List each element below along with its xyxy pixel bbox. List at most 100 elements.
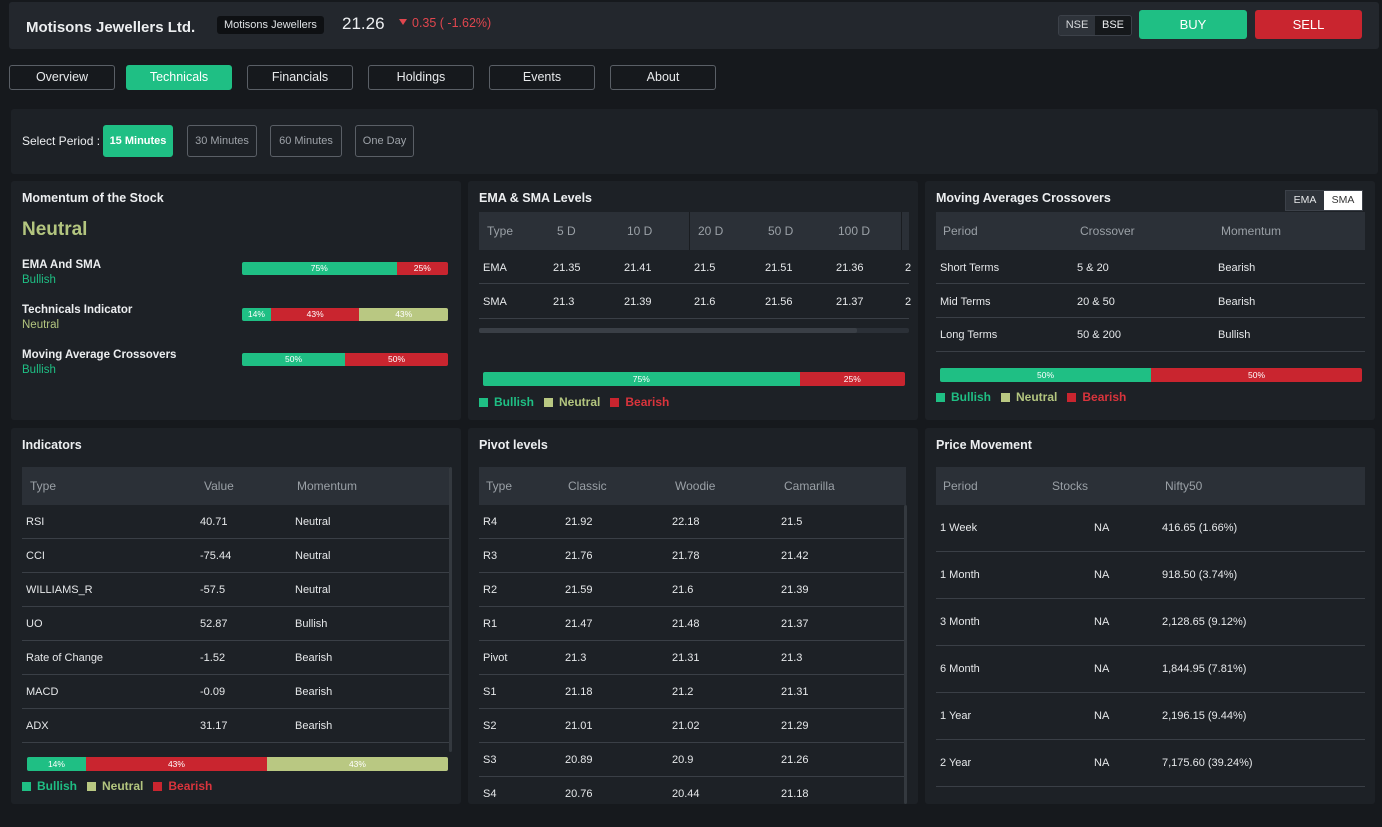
col-10d: 10 D <box>627 224 653 238</box>
momentum-value: Neutral <box>22 219 88 240</box>
ema-sma-card: EMA & SMA Levels Type 5 D 10 D 20 D 50 D… <box>468 181 918 420</box>
indicators-title: Indicators <box>22 438 82 452</box>
bar-bullish-segment: 50% <box>242 353 345 366</box>
col-crossover: Crossover <box>1080 224 1135 238</box>
ema-sma-header: Type 5 D 10 D 20 D 50 D 100 D <box>479 212 909 250</box>
cell: 21.92 <box>565 516 593 528</box>
cell: 21.3 <box>565 652 587 664</box>
col-period: Period <box>943 479 978 493</box>
ma-crossovers-bar: 50% 50% <box>242 353 448 366</box>
momentum-row-name: Technicals Indicator <box>22 304 133 316</box>
tab-holdings[interactable]: Holdings <box>368 65 474 90</box>
crossovers-card: Moving Averages Crossovers EMA SMA Perio… <box>925 181 1375 420</box>
price-movement-title: Price Movement <box>936 438 1032 452</box>
cell: NA <box>1094 616 1110 628</box>
cell: 21.37 <box>836 296 864 308</box>
cell: 2 Year <box>940 757 972 769</box>
sell-button[interactable]: SELL <box>1255 10 1362 39</box>
momentum-row-name: EMA And SMA <box>22 259 102 271</box>
legend-bullish: Bullish <box>37 779 78 793</box>
cell: NA <box>1094 522 1110 534</box>
horizontal-scrollbar[interactable] <box>479 328 909 333</box>
period-one-day[interactable]: One Day <box>355 125 414 157</box>
tab-about[interactable]: About <box>610 65 716 90</box>
period-selector: Select Period : 15 Minutes 30 Minutes 60… <box>11 109 1378 174</box>
table-row: 3 Month NA 2,128.65 (9.12%) <box>936 599 1365 646</box>
vertical-scrollbar[interactable] <box>449 467 452 752</box>
cell: 21.5 <box>694 262 716 274</box>
bar-bearish-segment: 50% <box>345 353 448 366</box>
cell: 52.87 <box>200 618 228 630</box>
cell: 2 <box>905 262 912 274</box>
cell: 918.50 (3.74%) <box>1162 569 1238 581</box>
bearish-swatch-icon <box>1067 392 1077 402</box>
cell: 21.56 <box>765 296 793 308</box>
tab-overview[interactable]: Overview <box>9 65 115 90</box>
toggle-ema[interactable]: EMA <box>1286 191 1324 210</box>
buy-button[interactable]: BUY <box>1139 10 1247 39</box>
cell: 20.9 <box>672 754 694 766</box>
toggle-sma[interactable]: SMA <box>1324 191 1362 210</box>
momentum-card: Momentum of the Stock Neutral EMA And SM… <box>11 181 461 420</box>
table-row: WILLIAMS_R -57.5 Neutral <box>22 573 449 607</box>
col-type: Type <box>487 224 514 238</box>
cell: 1,844.95 (7.81%) <box>1162 663 1247 675</box>
price-change-value: 0.35 ( -1.62%) <box>412 16 492 30</box>
vertical-scrollbar[interactable] <box>904 505 907 804</box>
pivot-card: Pivot levels Type Classic Woodie Camaril… <box>468 428 918 804</box>
tab-financials[interactable]: Financials <box>247 65 353 90</box>
cell: 21.36 <box>836 262 864 274</box>
legend-neutral: Neutral <box>102 779 144 793</box>
cell: Short Terms <box>940 262 1000 274</box>
bar-bullish-segment: 75% <box>483 372 800 386</box>
cell: 6 Month <box>940 663 980 675</box>
col-5d: 5 D <box>557 224 576 238</box>
cell: 2,128.65 (9.12%) <box>1162 616 1247 628</box>
cell: 21.51 <box>765 262 793 274</box>
cell: 21.3 <box>781 652 803 664</box>
cell: 21.59 <box>565 584 593 596</box>
cell: RSI <box>26 516 45 528</box>
period-label: Select Period : <box>22 134 101 148</box>
bullish-swatch-icon <box>22 781 31 791</box>
column-divider <box>689 212 690 250</box>
cell: 20 & 50 <box>1077 296 1115 308</box>
tab-technicals[interactable]: Technicals <box>126 65 232 90</box>
legend-bearish: Bearish <box>1082 390 1127 404</box>
table-row: R4 21.92 22.18 21.5 <box>479 505 906 539</box>
cell: WILLIAMS_R <box>26 584 93 596</box>
cell: -0.09 <box>200 686 226 698</box>
bar-neutral-segment: 43% <box>359 308 448 321</box>
ema-sma-toggle[interactable]: EMA SMA <box>1285 190 1363 211</box>
table-row: Short Terms 5 & 20 Bearish <box>936 250 1365 284</box>
pivot-title: Pivot levels <box>479 438 548 452</box>
table-row: S1 21.18 21.2 21.31 <box>479 675 906 709</box>
scrollbar-thumb[interactable] <box>479 328 858 333</box>
cell: Long Terms <box>940 329 998 341</box>
bar-bearish-segment: 50% <box>1151 368 1362 382</box>
cell: 21.41 <box>624 262 652 274</box>
legend: Bullish Neutral Bearish <box>479 395 679 409</box>
cell: Mid Terms <box>940 296 991 308</box>
table-row: R1 21.47 21.48 21.37 <box>479 607 906 641</box>
period-60-minutes[interactable]: 60 Minutes <box>270 125 342 157</box>
table-row: Rate of Change -1.52 Bearish <box>22 641 449 675</box>
nse-option[interactable]: NSE <box>1059 16 1095 35</box>
cell: Bearish <box>295 720 333 732</box>
indicators-header: Type Value Momentum <box>22 467 449 505</box>
cell: 1 Year <box>940 710 972 722</box>
cell: Bearish <box>1218 262 1256 274</box>
cell: NA <box>1094 663 1110 675</box>
table-row: Long Terms 50 & 200 Bullish <box>936 318 1365 352</box>
bar-bullish-segment: 14% <box>242 308 271 321</box>
stock-price: 21.26 <box>342 14 385 33</box>
tab-events[interactable]: Events <box>489 65 595 90</box>
exchange-toggle[interactable]: NSE BSE <box>1058 15 1132 36</box>
period-30-minutes[interactable]: 30 Minutes <box>187 125 257 157</box>
period-15-minutes[interactable]: 15 Minutes <box>103 125 173 157</box>
legend-bullish: Bullish <box>951 390 992 404</box>
table-row: S4 20.76 20.44 21.18 <box>479 777 906 804</box>
bse-option[interactable]: BSE <box>1095 16 1131 35</box>
bullish-swatch-icon <box>936 392 945 402</box>
cell: 22.18 <box>672 516 700 528</box>
